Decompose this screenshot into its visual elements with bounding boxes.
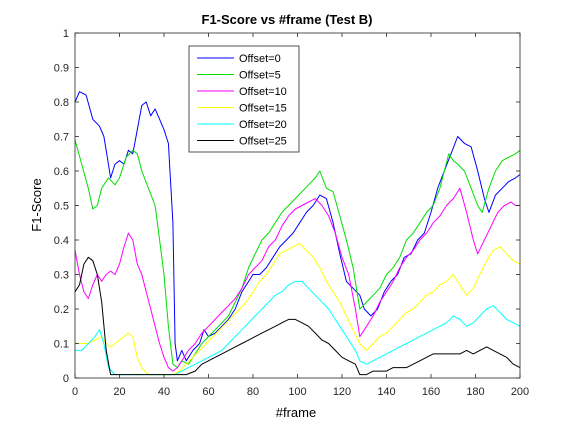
series-layer: [74, 91, 521, 376]
y-axis-ticks: 0 0.1 0.2 0.3 0.4 0.5 0.6 0.7 0.8 0.9 1: [54, 28, 520, 385]
y-tick-label: 0.6: [54, 166, 69, 178]
y-tick-label: 0.3: [54, 270, 69, 282]
y-axis-label: F1-Score: [29, 178, 44, 231]
y-tick-label: 0.5: [54, 201, 69, 213]
y-tick-label: 0: [63, 373, 69, 385]
x-tick-label: 20: [113, 386, 125, 398]
series-line-0: [74, 91, 521, 362]
legend-label-3: Offset=15: [239, 103, 287, 115]
x-tick-label: 100: [288, 386, 306, 398]
legend-box: [188, 45, 300, 153]
x-tick-label: 0: [72, 386, 78, 398]
y-tick-label: 0.9: [54, 63, 69, 75]
x-axis-label: #frame: [276, 405, 316, 420]
x-tick-label: 80: [247, 386, 259, 398]
x-axis-ticks: 0 20 40 60 80 100 120 140 160 180 200: [72, 33, 529, 398]
x-tick-label: 60: [202, 386, 214, 398]
y-tick-label: 0.1: [54, 339, 69, 351]
x-tick-label: 160: [422, 386, 440, 398]
x-tick-label: 40: [158, 386, 170, 398]
x-tick-label: 200: [511, 386, 529, 398]
y-tick-label: 1: [63, 28, 69, 40]
series-line-3: [75, 242, 521, 376]
y-tick-label: 0.4: [54, 235, 69, 247]
legend-label-2: Offset=10: [239, 86, 287, 98]
legend-label-1: Offset=5: [239, 70, 281, 82]
legend-label-5: Offset=25: [239, 136, 287, 148]
chart-title: F1-Score vs #frame (Test B): [202, 12, 373, 27]
legend-label-0: Offset=0: [239, 53, 281, 65]
y-tick-label: 0.7: [54, 132, 69, 144]
y-tick-label: 0.8: [54, 97, 69, 109]
y-tick-label: 0.2: [54, 304, 69, 316]
series-line-1: [74, 139, 521, 369]
x-tick-label: 180: [466, 386, 484, 398]
legend-label-4: Offset=20: [239, 119, 287, 131]
x-tick-label: 120: [333, 386, 351, 398]
legend: Offset=0 Offset=5 Offset=10 Offset=15 Offset…: [188, 45, 300, 153]
series-line-2: [74, 187, 520, 372]
x-tick-label: 140: [377, 386, 395, 398]
series-line-5: [74, 256, 521, 376]
